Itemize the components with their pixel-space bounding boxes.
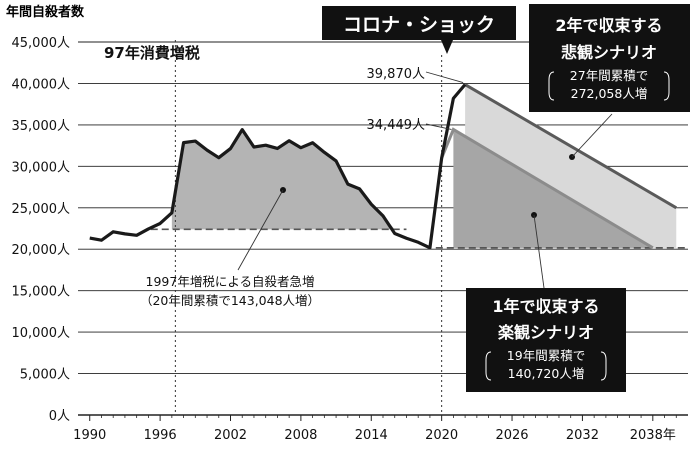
- pessimistic-line: [464, 83, 678, 210]
- y-tick-label: 45,000人: [12, 36, 71, 51]
- x-tick-label: 1996: [144, 428, 177, 443]
- optimistic-box: 1年で収束する 楽観シナリオ 19年間累積で 140,720人増: [466, 288, 626, 392]
- peak-opt-leader: [425, 123, 452, 130]
- guide-lines: [150, 40, 688, 415]
- y-tick-label: 30,000人: [12, 160, 71, 175]
- y-tick-label: 5,000人: [20, 368, 70, 383]
- pessimistic-bracket-left: [548, 71, 555, 101]
- optimistic-title-line2: 楽観シナリオ: [497, 323, 594, 342]
- pessimistic-box-bg: [529, 4, 690, 112]
- annotations: [237, 71, 613, 289]
- corona-box-bg: [322, 6, 516, 40]
- pessimistic-box: 2年で収束する 悲観シナリオ 27年間累積で 272,058人増: [529, 4, 690, 112]
- x-tick-label: 2032: [566, 428, 599, 443]
- tax-event-label: 97年消費増税: [104, 44, 200, 62]
- tax-annotation-line2: （20年間累積で143,048人増）: [140, 293, 320, 308]
- optimistic-box-bg: [466, 288, 626, 392]
- corona-event-label: コロナ・ショック: [343, 14, 495, 36]
- x-tick-label: 2008: [284, 428, 317, 443]
- suicide-count-line: [89, 83, 467, 250]
- peak-pess-leader: [425, 71, 464, 83]
- x-tick-label: 2038年: [630, 428, 676, 443]
- opt-area-leader: [533, 214, 545, 289]
- optimistic-detail-line2: 140,720人増: [508, 366, 585, 381]
- y-tick-label: 15,000人: [12, 285, 71, 300]
- tax-annotation-line1: 1997年増税による自殺者急増: [146, 274, 315, 289]
- peak-optimistic-label: 34,449人: [367, 118, 426, 133]
- pessimistic-bracket-right: [663, 71, 670, 101]
- tax-area-leader: [237, 189, 284, 271]
- pessimistic-detail-line2: 272,058人増: [571, 86, 648, 101]
- x-axis-ticks: 1990 1996 2002 2008 2014 2020 2026 2032 2038年: [73, 415, 677, 443]
- x-tick-label: 1990: [73, 428, 106, 443]
- corona-event-box: コロナ・ショック: [322, 6, 516, 54]
- y-tick-label: 20,000人: [12, 243, 71, 258]
- peak-pessimistic-label: 39,870人: [367, 67, 426, 82]
- optimistic-bracket-right: [600, 351, 607, 381]
- optimistic-line: [440, 127, 654, 250]
- optimistic-bracket-left: [485, 351, 492, 381]
- pessimistic-title-line1: 2年で収束する: [555, 16, 662, 35]
- optimistic-title-line1: 1年で収束する: [492, 297, 599, 316]
- y-tick-label: 40,000人: [12, 77, 71, 92]
- y-axis-ticks: 0人 5,000人 10,000人 15,000人 20,000人 25,000人 30,0…: [12, 36, 71, 424]
- x-tick-label: 2002: [214, 428, 247, 443]
- y-tick-label: 25,000人: [12, 202, 71, 217]
- y-tick-label: 35,000人: [12, 119, 71, 134]
- optimistic-detail-line1: 19年間累積で: [507, 348, 585, 363]
- pessimistic-title-line2: 悲観シナリオ: [561, 43, 657, 62]
- y-tick-label: 0人: [49, 409, 70, 424]
- x-tick-label: 2026: [495, 428, 528, 443]
- x-tick-label: 2014: [355, 428, 388, 443]
- y-tick-label: 10,000人: [12, 326, 71, 341]
- x-tick-label: 2020: [425, 428, 458, 443]
- data-lines: [89, 83, 678, 250]
- pess-area-leader: [571, 113, 613, 158]
- tax-increase-area: [171, 129, 407, 230]
- pessimistic-detail-line1: 27年間累積で: [570, 68, 648, 83]
- y-axis-label: 年間自殺者数: [6, 4, 85, 20]
- corona-pointer: [441, 40, 453, 54]
